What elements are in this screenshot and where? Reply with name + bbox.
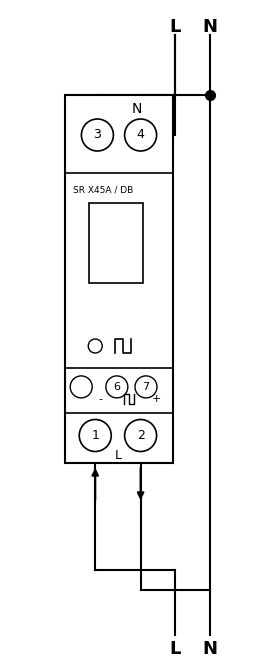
Text: -: - (99, 394, 102, 404)
Text: L: L (114, 450, 121, 462)
Bar (65, 95, 172, 463)
Text: L: L (169, 18, 180, 36)
Bar (88, 203, 142, 283)
Text: N: N (202, 18, 217, 36)
Circle shape (70, 376, 92, 398)
Text: 2: 2 (136, 429, 144, 442)
Circle shape (79, 420, 111, 452)
Text: 1: 1 (91, 429, 99, 442)
Circle shape (105, 376, 127, 398)
Circle shape (134, 376, 156, 398)
Text: 3: 3 (93, 129, 101, 141)
Text: 4: 4 (136, 129, 144, 141)
Text: +: + (151, 394, 160, 404)
Text: L: L (169, 640, 180, 658)
Text: 6: 6 (113, 382, 120, 392)
Circle shape (124, 119, 156, 151)
Text: N: N (131, 102, 141, 116)
Circle shape (81, 119, 113, 151)
Text: SR X45A / DB: SR X45A / DB (73, 185, 133, 194)
Circle shape (124, 420, 156, 452)
Text: 7: 7 (142, 382, 149, 392)
Text: N: N (202, 640, 217, 658)
Circle shape (88, 339, 102, 353)
